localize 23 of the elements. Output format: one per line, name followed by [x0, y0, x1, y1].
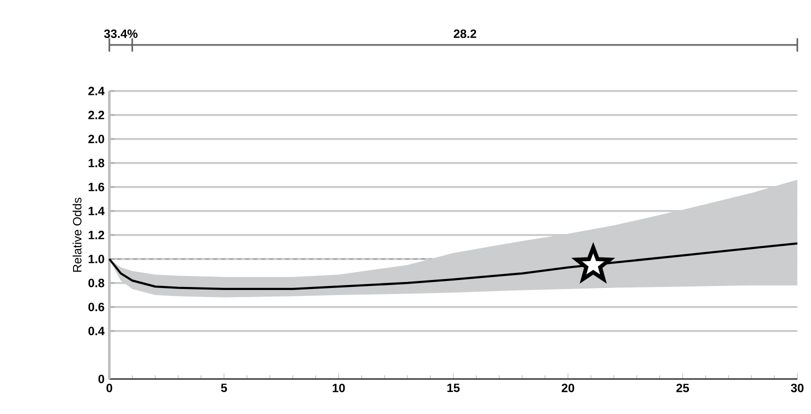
y-tick-label: 1.0: [88, 254, 104, 264]
y-tick-label: 1.6: [88, 182, 104, 192]
text: 33.4%: [104, 29, 138, 38]
x-tick-label: 5: [221, 384, 228, 392]
y-tick-label: 0.6: [88, 302, 104, 312]
y-axis-title: Relative Odds: [72, 198, 82, 272]
x-tick-label: 25: [676, 384, 689, 392]
x-tick-label: 10: [332, 384, 345, 392]
y-tick-label: 2.2: [88, 110, 104, 120]
y-tick-label: 2.0: [88, 134, 104, 144]
y-tick-label: 1.8: [88, 158, 104, 168]
y-tick-label: 1.4: [88, 206, 105, 216]
y-tick-label: 0: [98, 374, 104, 384]
x-tick-label: 0: [106, 384, 112, 392]
line-series: [108, 242, 798, 290]
y-tick-label: 0.8: [88, 278, 104, 288]
x-tick-label: 20: [562, 384, 574, 392]
y-tick-label: 1.2: [88, 230, 104, 240]
x-tick-label: 15: [447, 384, 460, 392]
x-tick-label: 30: [790, 384, 804, 392]
y-tick-label: 2.4: [88, 86, 105, 96]
y-tick-label: 0.4: [88, 326, 105, 336]
text: 28.2: [454, 29, 476, 38]
